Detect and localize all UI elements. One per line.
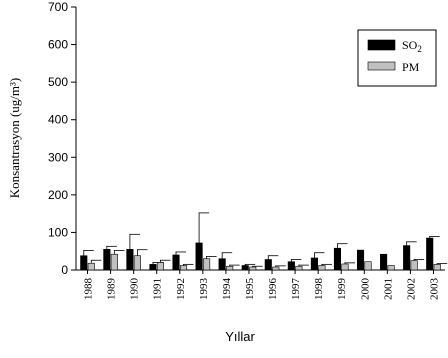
bar-pm: [179, 265, 188, 271]
legend: SO2 PM: [357, 29, 437, 87]
y-tick-label: 200: [48, 188, 68, 202]
bar-pm: [226, 265, 234, 271]
x-tick-label: 1996: [267, 278, 279, 301]
y-tick-label: 400: [48, 113, 68, 127]
bar-pm: [364, 261, 372, 271]
x-tick-label: 2001: [382, 278, 394, 300]
x-tick-label: 1998: [313, 278, 325, 301]
legend-label-main: PM: [402, 60, 420, 74]
bar-pm: [87, 262, 95, 271]
x-tick-label: 1993: [198, 278, 210, 301]
x-tick-label: 2002: [405, 278, 417, 300]
bar-so2: [333, 247, 342, 271]
x-tick-label: 1997: [290, 278, 302, 301]
bar-so2: [356, 249, 365, 271]
x-tick-label: 1991: [152, 278, 164, 300]
bar-so2: [426, 237, 434, 271]
x-tick-label: 1995: [244, 278, 256, 301]
bar-pm: [203, 258, 211, 271]
x-tick-label: 1994: [221, 278, 233, 301]
bar-so2: [103, 249, 111, 271]
y-tick-label: 500: [48, 75, 68, 89]
bar-so2: [264, 259, 272, 271]
bar-pm: [156, 262, 165, 271]
x-tick-label: 1990: [129, 278, 141, 301]
x-tick-label: 1988: [83, 278, 95, 301]
bar-pm: [433, 264, 441, 271]
axes: 0 100 200 300 400 500 600 700 1988 1989 1990 1991 19…: [48, 0, 445, 300]
y-tick-label: 300: [48, 150, 68, 164]
legend-box: [357, 29, 437, 87]
x-axis-label: Yıllar: [225, 329, 255, 344]
y-tick-label: 100: [48, 225, 68, 239]
y-axis-label: Konsantrasyon (ug/m³): [7, 78, 22, 199]
y-tick-label: 0: [61, 263, 68, 277]
legend-swatch-so2: [367, 39, 396, 51]
bar-so2: [126, 249, 134, 271]
bar-so2: [80, 255, 88, 271]
bar-so2: [195, 242, 203, 271]
bar-pm: [295, 265, 303, 271]
bar-so2: [380, 253, 388, 271]
bar-pm: [341, 263, 349, 271]
legend-swatch-pm: [367, 61, 396, 71]
x-tick-label: 2003: [428, 278, 440, 301]
bar-so2: [149, 264, 157, 271]
y-tick-label: 600: [48, 38, 68, 52]
bar-pm: [272, 266, 280, 271]
x-tick-label: 1989: [106, 278, 118, 301]
bar-pm: [387, 265, 395, 271]
bar-so2: [218, 258, 226, 271]
bar-so2: [403, 245, 411, 271]
bar-pm: [110, 253, 118, 271]
legend-label-so2: SO2: [402, 38, 422, 54]
bars: [80, 212, 448, 271]
bar-pm: [249, 266, 257, 271]
labels: Konsantrasyon (ug/m³) Yıllar: [7, 78, 255, 344]
bar-so2: [287, 261, 295, 271]
y-tick-label: 700: [48, 0, 68, 14]
legend-label-subscript: 2: [417, 44, 422, 54]
legend-label-main: SO: [402, 38, 418, 52]
legend-label-pm: PM: [402, 60, 420, 74]
bar-so2: [241, 265, 249, 271]
x-tick-label: 1992: [175, 278, 187, 300]
bar-pm: [410, 260, 418, 271]
bar-so2: [172, 254, 180, 271]
x-tick-label: 2000: [359, 278, 371, 301]
bar-pm: [133, 255, 141, 271]
x-tick-label: 1999: [336, 278, 348, 301]
y-axis-label-text: Konsantrasyon (ug/m³): [7, 78, 22, 199]
bar-pm: [318, 265, 326, 271]
bar-so2: [310, 257, 318, 271]
